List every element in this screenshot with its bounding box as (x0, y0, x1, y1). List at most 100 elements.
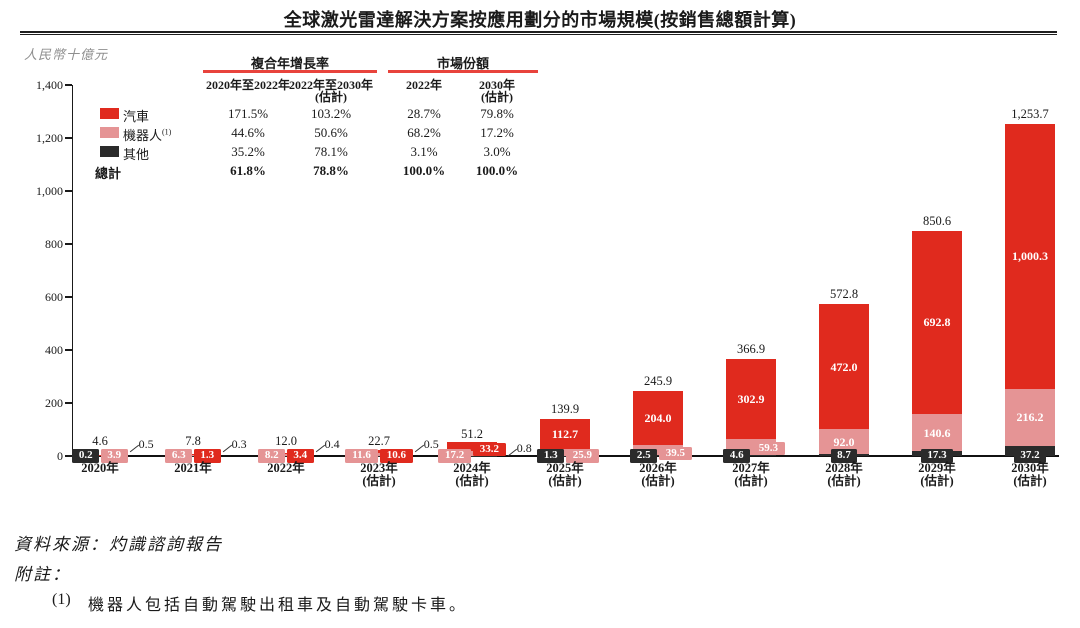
x-category-estimate-label: (估計) (827, 474, 861, 488)
y-tick-label: 800 (45, 237, 63, 251)
y-axis-tick (65, 402, 72, 404)
table-value: 3.1% (410, 144, 438, 159)
bar-auto-label: 472.0 (830, 359, 858, 374)
notes-label: 附註： (14, 565, 71, 584)
legend-label: 機器人(1) (123, 127, 172, 143)
table-col-header-sub: (估計) (481, 90, 513, 104)
table-col-header: 2022年至2030年 (288, 78, 374, 92)
legend-swatch-auto (100, 108, 119, 119)
x-category-estimate-label: (估計) (920, 474, 954, 488)
leader-value-label: 0.8 (516, 441, 532, 455)
bar-segment-other (726, 454, 776, 456)
value-box: 59.3 (752, 441, 785, 456)
x-category-estimate-label: (估計) (362, 474, 396, 488)
table-total-value: 61.8% (230, 163, 266, 178)
table-value: 44.6% (231, 125, 265, 140)
bar-total-label: 1,253.7 (1011, 106, 1049, 121)
bar-total-label: 7.8 (185, 434, 201, 448)
bar-segment-robot (75, 454, 125, 456)
bar-segment-robot (633, 444, 683, 456)
table-total-value: 100.0% (475, 163, 519, 178)
legend-label: 其他 (123, 147, 150, 162)
bar-total-label: 51.2 (461, 427, 483, 442)
axis-unit-label: 人民幣十億元 (24, 47, 109, 62)
y-axis-tick (65, 349, 72, 351)
table-value: 171.5% (227, 106, 269, 121)
leader-line (315, 444, 325, 453)
bar-segment-auto (261, 452, 311, 454)
bar-robot-label: 140.6 (923, 425, 951, 440)
bar-segment-robot (912, 414, 962, 452)
x-category-label: 2021年 (174, 461, 212, 475)
y-axis-tick (65, 84, 72, 86)
value-box: 17.3 (920, 449, 954, 463)
table-col-header: 2022年 (405, 78, 443, 92)
bar-total-label: 139.9 (550, 401, 580, 416)
bar-segment-auto (447, 442, 497, 452)
bar-segment-other (633, 455, 683, 456)
legend-label: 汽車 (123, 109, 150, 124)
bar-total-label: 572.8 (829, 287, 859, 302)
bar-segment-robot (540, 448, 590, 456)
value-box: 1.3 (194, 449, 221, 463)
y-axis-tick (65, 137, 72, 139)
bar-segment-robot (354, 452, 404, 456)
bar-segment-robot (1005, 388, 1055, 447)
table-value: 17.2% (480, 125, 514, 140)
legend-label-sup: (1) (162, 127, 172, 137)
table-value: 79.8% (480, 106, 514, 121)
value-box: 10.6 (380, 449, 413, 463)
x-category-label: 2020年 (81, 461, 119, 475)
table-value: 103.2% (310, 106, 352, 121)
y-tick-label: 1,200 (36, 131, 63, 145)
bar-segment-auto (912, 230, 962, 415)
x-category-estimate-label: (估計) (455, 474, 489, 488)
x-category-label: 2022年 (267, 461, 305, 475)
table-col-header-sub: (估計) (315, 90, 347, 104)
y-axis-tick (65, 455, 72, 457)
chart-title: 全球激光雷達解決方案按應用劃分的市場規模(按銷售總額計算) (283, 10, 797, 30)
x-category-label: 2024年 (453, 461, 491, 475)
table-total-label: 總計 (95, 166, 122, 181)
bar-auto-label: 302.9 (737, 391, 765, 406)
bar-segment-robot (447, 451, 497, 456)
y-tick-label: 1,400 (36, 78, 63, 92)
legend-swatch-robot (100, 127, 119, 138)
bar-auto-label: 1,000.3 (1012, 249, 1048, 264)
table-value: 68.2% (407, 125, 441, 140)
x-category-estimate-label: (估計) (1013, 474, 1047, 488)
legend-swatch-other (100, 146, 119, 157)
value-box: 0.2 (72, 449, 99, 463)
table-group-underline (203, 70, 377, 73)
x-axis-line (71, 455, 1059, 457)
bar-total-label: 245.9 (643, 373, 673, 388)
table-col-header: 2030年 (478, 78, 516, 92)
y-tick-label: 600 (45, 290, 63, 304)
bar-auto-label: 204.0 (644, 410, 672, 425)
value-box: 1.3 (537, 449, 564, 463)
value-box: 33.2 (473, 442, 506, 457)
y-axis-tick (65, 190, 72, 192)
bar-total-label: 366.9 (736, 341, 766, 356)
x-category-label: 2028年 (825, 461, 863, 475)
value-box: 17.2 (438, 449, 471, 463)
table-group-header: 複合年增長率 (250, 56, 330, 71)
x-category-estimate-label: (估計) (641, 474, 675, 488)
footnote-number: (1) (52, 591, 71, 608)
table-group-header: 市場份額 (436, 56, 490, 71)
bar-segment-auto (633, 390, 683, 445)
leader-value-label: 0.5 (423, 437, 439, 451)
x-category-label: 2027年 (732, 461, 770, 475)
value-box: 8.7 (830, 449, 858, 463)
bar-robot-label: 92.0 (833, 434, 855, 449)
y-axis-tick (65, 296, 72, 298)
bar-auto-label: 112.7 (551, 426, 579, 441)
value-box: 37.2 (1013, 449, 1047, 463)
bar-segment-auto (1005, 123, 1055, 389)
y-tick-label: 400 (45, 343, 63, 357)
y-tick-label: 1,000 (36, 184, 63, 198)
table-value: 3.0% (483, 144, 511, 159)
bar-segment-robot (168, 454, 218, 456)
table-value: 35.2% (231, 144, 265, 159)
